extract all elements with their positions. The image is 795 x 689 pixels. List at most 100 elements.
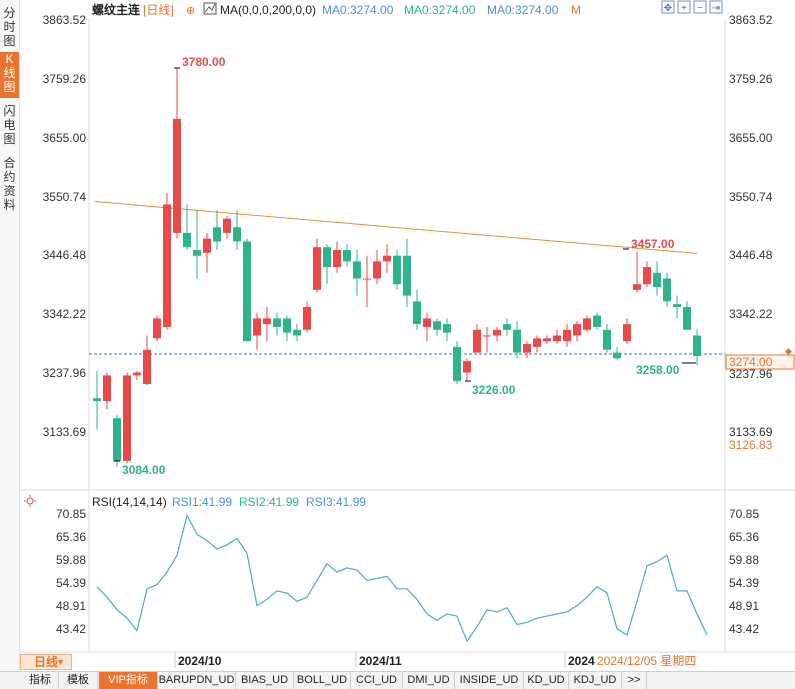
tab-templates[interactable]: 模板: [59, 672, 98, 689]
tab-barupdn-ud[interactable]: BARUPDN_UD: [158, 672, 236, 689]
rsi-tick: 48.91: [729, 599, 759, 613]
high-marker: 3780.00: [174, 55, 226, 69]
candle-body: [473, 329, 481, 353]
pan-up-icon[interactable]: ✥: [661, 0, 675, 14]
rsi-tick: 59.88: [729, 553, 759, 567]
candle-body: [563, 329, 571, 342]
candle-body: [513, 329, 521, 353]
current-price-value: 3274.00: [729, 355, 773, 369]
tab-lightning[interactable]: 闪电图: [3, 104, 16, 146]
candle-body: [653, 272, 661, 288]
zoom-out-icon[interactable]: −: [693, 0, 707, 14]
next-icon[interactable]: ⇥: [709, 0, 723, 14]
rsi-tick: 48.91: [56, 599, 86, 613]
candle-body: [323, 247, 331, 268]
candle-body: [233, 227, 241, 242]
recent-high-label: 3457.00: [631, 237, 675, 251]
zoom-in-icon[interactable]: +: [677, 0, 691, 14]
candle-body: [213, 227, 221, 242]
price-tick: 3550.74: [729, 190, 773, 204]
candle-body: [203, 238, 211, 253]
rsi-line: [96, 513, 708, 643]
price-tick: 3655.00: [729, 131, 773, 145]
price-tick: 3759.26: [43, 72, 87, 86]
tab-vip-indicators[interactable]: VIP指标: [99, 672, 158, 689]
candle-body: [373, 261, 381, 279]
local-low-marker: 3226.00: [465, 380, 516, 397]
ma-value-2: MA0:3274.00: [404, 3, 476, 17]
price-tick: 3655.00: [43, 131, 87, 145]
candle-body: [143, 349, 151, 384]
rsi-tick: 43.42: [56, 622, 86, 636]
period-label: [日线]: [143, 3, 174, 17]
candle-body: [633, 284, 641, 290]
time-label: 2024/10: [178, 654, 222, 668]
tab-bias-ud[interactable]: BIAS_UD: [236, 672, 294, 689]
svg-text:⇥: ⇥: [712, 3, 720, 14]
candle-body: [573, 324, 581, 336]
tab-kdj-ud[interactable]: KDJ_UD: [569, 672, 622, 689]
candle-body: [543, 338, 551, 342]
candle-body: [303, 307, 311, 330]
chevron-down-icon: ▼: [56, 657, 65, 667]
price-tick: 3759.26: [729, 72, 773, 86]
candle-body: [113, 418, 121, 461]
candle-body: [93, 398, 101, 402]
tab-contract-info[interactable]: 合约资料: [3, 156, 16, 212]
candle-body: [453, 346, 461, 382]
candle-body: [343, 250, 351, 262]
kline-chart[interactable]: 螺纹主连 [日线] ⊕ MA(0,0,0,200,0,0) MA0:3274.0…: [0, 0, 795, 670]
price-tick: 3446.48: [729, 248, 773, 262]
price-tick: 3342.22: [43, 307, 87, 321]
candle-body: [193, 250, 201, 256]
tab-inside-ud[interactable]: INSIDE_UD: [455, 672, 524, 689]
svg-text:✥: ✥: [664, 3, 672, 14]
candle-body: [523, 344, 531, 353]
tab-timeshare[interactable]: 分时图: [3, 6, 16, 48]
tab-cci-ud[interactable]: CCI_UD: [351, 672, 403, 689]
indicator-tab-bar: 指标 模板 VIP指标 BARUPDN_UD BIAS_UD BOLL_UD C…: [0, 671, 795, 689]
tab-indicators[interactable]: 指标: [22, 672, 59, 689]
candle-body: [583, 318, 591, 330]
candle-body: [103, 375, 111, 402]
candle-body: [463, 361, 471, 373]
candle-body: [593, 315, 601, 327]
candle-body: [413, 301, 421, 325]
settings-icon[interactable]: ⊕: [186, 5, 195, 17]
candle-body: [423, 318, 431, 327]
ma200-segment: [94, 201, 698, 254]
price-tick: 3446.48: [43, 248, 87, 262]
ma-indicator-icon[interactable]: [203, 2, 217, 15]
tab-boll-ud[interactable]: BOLL_UD: [294, 672, 351, 689]
ma200-line: [94, 201, 698, 254]
cursor-date-label: 2024/12/05 星期四: [597, 654, 696, 668]
candle-body: [383, 255, 391, 262]
rsi-sun-icon[interactable]: [24, 495, 36, 507]
candle-body: [393, 255, 401, 285]
ma-value-4: M: [571, 3, 581, 17]
rsi-tick: 65.36: [56, 530, 86, 544]
price-tick: 3133.69: [43, 425, 87, 439]
rsi-tick: 70.85: [729, 507, 759, 521]
candle-body: [283, 318, 291, 333]
candle-body: [183, 232, 191, 248]
ma-value-1: MA0:3274.00: [322, 3, 394, 17]
tab-kline[interactable]: K线图: [0, 52, 19, 98]
tab-kd-ud[interactable]: KD_UD: [524, 672, 569, 689]
time-label: 2024/11: [359, 654, 402, 668]
current-price-badge: [725, 354, 795, 370]
period-selector[interactable]: 日线 ▼: [20, 654, 72, 670]
candle-body: [353, 261, 361, 279]
rsi-tick: 70.85: [56, 507, 86, 521]
local-low-label: 3226.00: [472, 383, 516, 397]
price-tick: 3342.22: [729, 307, 773, 321]
recent-low-marker: 3258.00: [636, 362, 696, 377]
candle-body: [153, 318, 161, 339]
candle-body: [493, 329, 501, 336]
tab-dmi-ud[interactable]: DMI_UD: [403, 672, 455, 689]
candle-body: [433, 321, 441, 330]
rsi-tick: 54.39: [729, 576, 759, 590]
left-price-axis: 3863.52 3759.26 3655.00 3550.74 3446.48 …: [43, 13, 87, 439]
time-label: 2024: [568, 654, 595, 668]
tab-more[interactable]: >>: [622, 672, 647, 689]
